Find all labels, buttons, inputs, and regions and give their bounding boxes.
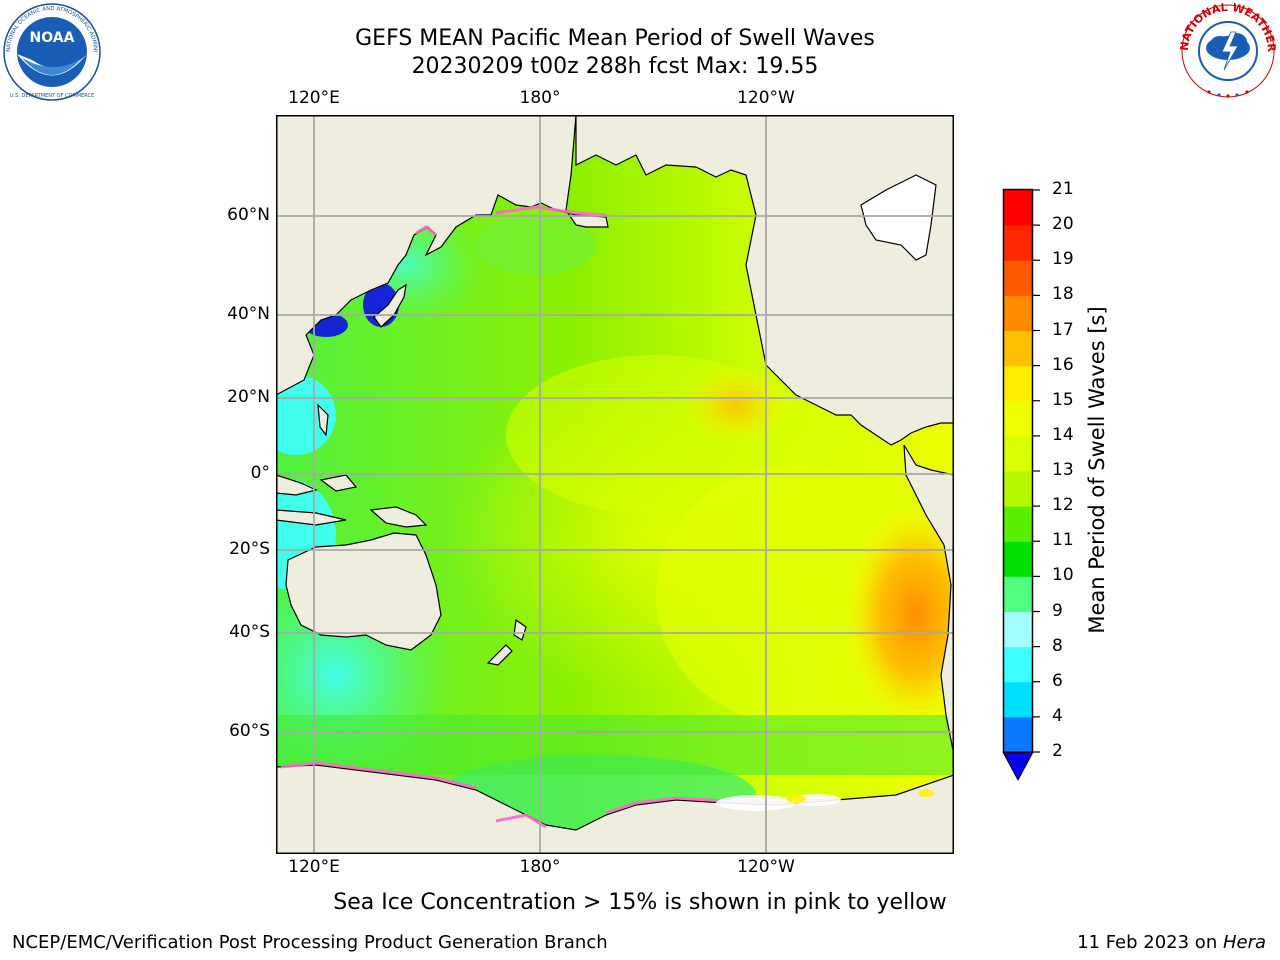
colorbar-tick-label: 8 — [1052, 635, 1063, 656]
lat-tick-40n: 40°N — [227, 304, 270, 324]
lat-tick-60n: 60°N — [227, 205, 270, 225]
colorbar-band — [1004, 646, 1032, 683]
lon-tick-bottom-120e: 120°E — [288, 857, 340, 877]
colorbar-tick-label: 18 — [1052, 284, 1074, 305]
colorbar-band — [1004, 716, 1032, 753]
colorbar-tick-label: 2 — [1052, 741, 1063, 761]
colorbar-tick-label: 14 — [1052, 424, 1074, 445]
colorbar-tick-label: 11 — [1052, 530, 1074, 551]
lon-tick-bottom-120w: 120°W — [737, 857, 795, 877]
colorbar-tick-label: 21 — [1052, 179, 1074, 199]
colorbar-tick-label: 13 — [1052, 460, 1074, 480]
footer-credit: NCEP/EMC/Verification Post Processing Pr… — [12, 932, 608, 953]
svg-text:U.S. DEPARTMENT OF COMMERCE: U.S. DEPARTMENT OF COMMERCE — [10, 93, 94, 99]
colorbar-tick-label: 9 — [1052, 600, 1063, 621]
chart-subtitle: 20230209 t00z 288h fcst Max: 19.55 — [411, 54, 819, 79]
colorbar-band — [1004, 365, 1032, 402]
map-border — [276, 115, 954, 854]
colorbar-band — [1004, 435, 1032, 472]
nws-logo-icon: NATIONAL WEATHER SERVICE — [1176, 2, 1278, 98]
colorbar-label: Mean Period of Swell Waves [s] — [1085, 306, 1109, 634]
lat-tick-0: 0° — [250, 463, 270, 483]
sea-ice-note: Sea Ice Concentration > 15% is shown in … — [333, 890, 947, 915]
colorbar-band — [1004, 190, 1032, 226]
footer-date-text: 11 Feb 2023 on — [1077, 932, 1223, 953]
colorbar-tick-label: 19 — [1052, 249, 1074, 270]
graticule — [276, 115, 954, 854]
lat-tick-20s: 20°S — [229, 539, 270, 559]
colorbar-tick-label: 4 — [1052, 705, 1063, 726]
colorbar-band — [1004, 681, 1032, 718]
colorbar-band — [1004, 506, 1032, 542]
max-period-region — [846, 505, 954, 725]
colorbar-tick-label: 16 — [1052, 354, 1074, 375]
colorbar-tick-label: 6 — [1052, 670, 1063, 691]
footer-date: 11 Feb 2023 on Hera — [1077, 932, 1266, 953]
lat-tick-40s: 40°S — [229, 622, 270, 642]
svg-text:NOAA: NOAA — [30, 30, 75, 46]
pacific-swell-map — [276, 115, 954, 854]
lon-tick-bottom-180: 180° — [519, 857, 561, 877]
colorbar-tick-label: 12 — [1052, 495, 1074, 516]
colorbar-band — [1004, 541, 1032, 577]
lat-tick-20n: 20°N — [227, 387, 270, 407]
chart-title: GEFS MEAN Pacific Mean Period of Swell W… — [355, 26, 875, 51]
colorbar-band — [1004, 471, 1032, 507]
land-masses — [276, 115, 954, 854]
colorbar-band — [1004, 576, 1032, 612]
colorbar-tick-label: 15 — [1052, 389, 1074, 410]
lon-tick-top-120w: 120°W — [737, 88, 795, 108]
footer-host: Hera — [1222, 932, 1266, 953]
noaa-logo-icon: NOAA NATIONAL OCEANIC AND ATMOSPHERIC AD… — [2, 2, 101, 101]
lat-tick-60s: 60°S — [229, 721, 270, 741]
lon-tick-top-180: 180° — [519, 88, 561, 108]
colorbar-band — [1004, 225, 1032, 261]
colorbar-tick-label: 17 — [1052, 319, 1074, 340]
colorbar-band — [1004, 260, 1032, 296]
colorbar-band — [1004, 330, 1032, 367]
lon-tick-top-120e: 120°E — [288, 88, 340, 108]
colorbar-band — [1004, 400, 1032, 437]
colorbar-band — [1004, 295, 1032, 331]
colorbar-tick-label: 20 — [1052, 214, 1074, 235]
colorbar — [1002, 188, 1040, 782]
colorbar-tick-label: 10 — [1052, 565, 1074, 586]
colorbar-band — [1004, 611, 1032, 648]
